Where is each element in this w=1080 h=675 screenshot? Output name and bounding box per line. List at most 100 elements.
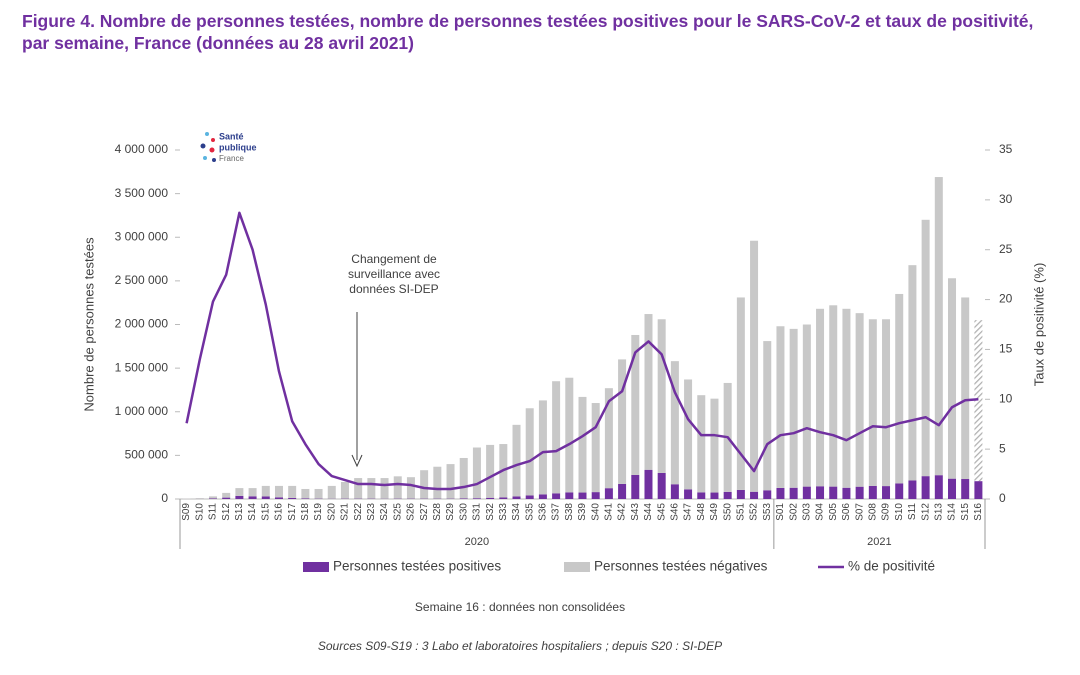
x-tick-label: S41 bbox=[604, 503, 615, 521]
x-tick-label: S10 bbox=[194, 503, 205, 521]
bar bbox=[684, 379, 693, 490]
x-tick-label: S50 bbox=[722, 503, 733, 521]
bar bbox=[684, 489, 693, 499]
bar bbox=[908, 265, 917, 481]
bar bbox=[882, 486, 891, 499]
bar bbox=[578, 396, 587, 493]
x-tick-label: S46 bbox=[670, 503, 681, 521]
bar bbox=[618, 483, 627, 499]
x-tick-label: S45 bbox=[656, 503, 667, 521]
bar bbox=[208, 498, 217, 499]
bar bbox=[842, 487, 851, 499]
x-tick-label: S11 bbox=[208, 503, 219, 520]
x-tick-label: S53 bbox=[762, 503, 773, 521]
x-tick-label: S18 bbox=[300, 503, 311, 521]
bar bbox=[499, 497, 508, 499]
x-tick-label: S21 bbox=[340, 503, 351, 521]
bar bbox=[842, 308, 851, 488]
bar bbox=[750, 240, 759, 492]
bar bbox=[855, 486, 864, 499]
bar bbox=[697, 492, 706, 499]
bar bbox=[604, 488, 613, 499]
logo-dots bbox=[200, 132, 216, 162]
bar bbox=[644, 469, 653, 499]
footnote: Semaine 16 : données non consolidées bbox=[415, 600, 625, 614]
x-tick-label: S14 bbox=[247, 503, 258, 521]
bar bbox=[789, 328, 798, 488]
x-tick-label: S36 bbox=[538, 503, 549, 521]
x-tick-label: S16 bbox=[274, 503, 285, 521]
y2-axis-title: Taux de positivité (%) bbox=[1031, 263, 1046, 387]
x-tick-label: S48 bbox=[696, 503, 707, 521]
logo-text: Santé bbox=[219, 131, 244, 141]
x-tick-label: S31 bbox=[472, 503, 483, 521]
bar bbox=[591, 492, 600, 499]
bar bbox=[472, 447, 481, 499]
bar bbox=[274, 497, 283, 499]
bar bbox=[802, 486, 811, 499]
x-tick-label: S30 bbox=[458, 503, 469, 521]
bar bbox=[763, 341, 772, 491]
bar bbox=[301, 488, 310, 499]
x-tick-label: S52 bbox=[749, 503, 760, 521]
y-tick-label: 2 000 000 bbox=[115, 317, 169, 331]
x-tick-label: S29 bbox=[445, 503, 456, 521]
y2-tick-label: 15 bbox=[999, 342, 1013, 356]
bar bbox=[736, 297, 745, 490]
x-tick-label: S15 bbox=[260, 503, 271, 521]
chart-title: Figure 4. Nombre de personnes testées, n… bbox=[22, 11, 1034, 53]
bar bbox=[895, 483, 904, 499]
bar bbox=[961, 297, 970, 480]
x-tick-label: S09 bbox=[881, 503, 892, 521]
x-tick-label: S05 bbox=[828, 503, 839, 521]
x-tick-label: S25 bbox=[392, 503, 403, 521]
bar bbox=[552, 493, 561, 499]
bar bbox=[340, 481, 349, 499]
y-tick-label: 4 000 000 bbox=[115, 142, 169, 156]
bar bbox=[525, 408, 534, 496]
x-tick-label: S14 bbox=[947, 503, 958, 521]
bar bbox=[380, 478, 389, 499]
bar bbox=[367, 478, 376, 499]
bar bbox=[486, 444, 495, 498]
x-tick-label: S42 bbox=[617, 503, 628, 521]
bar bbox=[829, 486, 838, 499]
y-tick-label: 0 bbox=[161, 491, 168, 505]
bar bbox=[591, 403, 600, 493]
bar bbox=[868, 485, 877, 499]
legend-swatch bbox=[303, 562, 329, 572]
y2-tick-label: 25 bbox=[999, 242, 1013, 256]
bar bbox=[934, 177, 943, 476]
x-tick-label: S12 bbox=[920, 503, 931, 521]
bar bbox=[459, 457, 468, 499]
bar bbox=[697, 395, 706, 493]
bar bbox=[736, 489, 745, 499]
x-tick-label: S09 bbox=[181, 503, 192, 521]
logo-text: France bbox=[219, 154, 244, 163]
bar bbox=[235, 495, 244, 499]
x-tick-label: S28 bbox=[432, 503, 443, 521]
x-tick-label: S20 bbox=[326, 503, 337, 521]
bar bbox=[354, 478, 363, 499]
y-axis-title: Nombre de personnes testées bbox=[81, 237, 96, 412]
bar bbox=[472, 498, 481, 499]
bar bbox=[433, 466, 442, 499]
bar bbox=[406, 477, 415, 499]
bar bbox=[274, 485, 283, 498]
bar bbox=[921, 219, 930, 477]
x-tick-label: S44 bbox=[643, 503, 654, 521]
y2-tick-label: 20 bbox=[999, 292, 1013, 306]
bar bbox=[908, 480, 917, 499]
y-tick-label: 3 500 000 bbox=[115, 186, 169, 200]
bar bbox=[446, 464, 455, 499]
bar bbox=[816, 308, 825, 487]
bar bbox=[816, 486, 825, 499]
bar bbox=[829, 305, 838, 487]
bar bbox=[855, 313, 864, 487]
x-tick-label: S19 bbox=[313, 503, 324, 521]
x-tick-label: S12 bbox=[221, 503, 232, 521]
bar bbox=[538, 494, 547, 499]
group-label: 2020 bbox=[465, 536, 489, 548]
